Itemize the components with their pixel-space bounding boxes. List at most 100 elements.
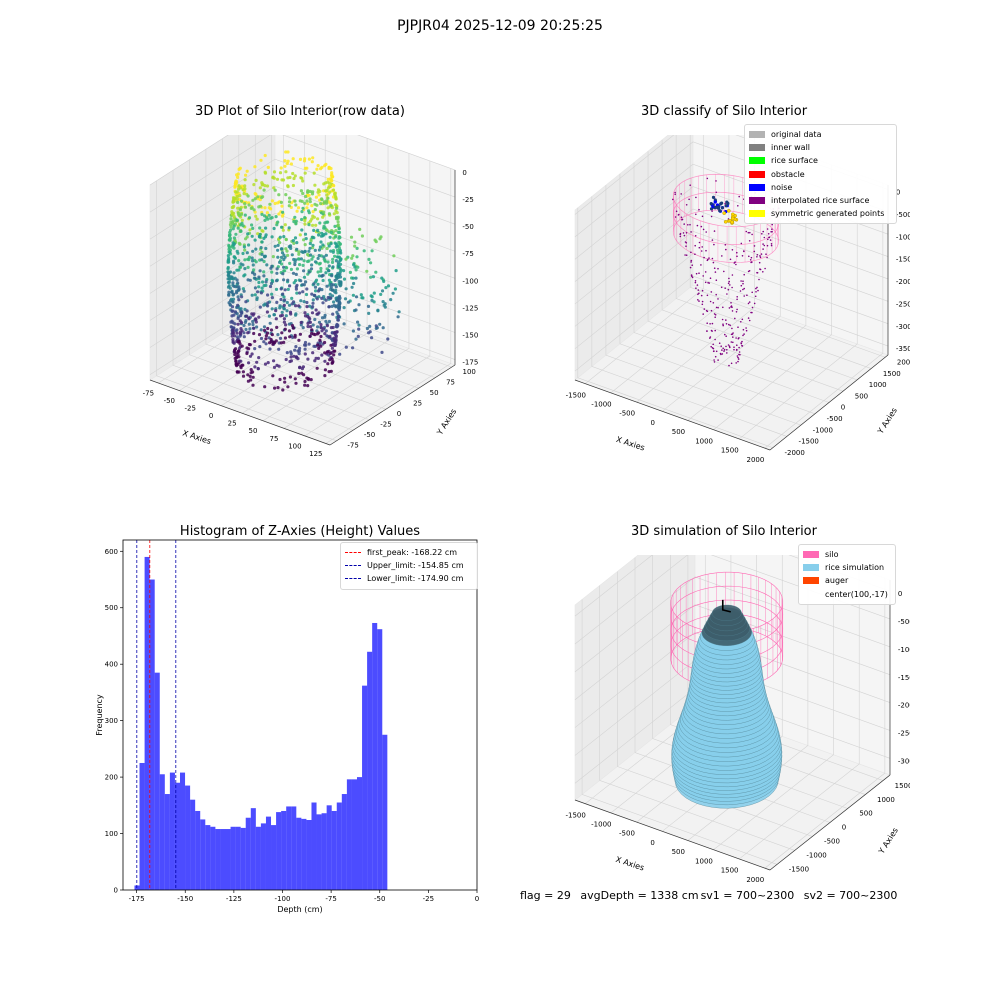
p1-scatter-point <box>291 183 295 188</box>
p1-scatter-point <box>320 165 324 169</box>
p1-scatter-point <box>302 259 306 263</box>
p1-scatter-point <box>246 232 250 236</box>
histogram-bar <box>260 823 266 890</box>
p1-scatter-point <box>244 314 248 318</box>
p2-interpolated-point <box>753 302 756 305</box>
p1-scatter-point <box>246 373 250 377</box>
p4-x-axis <box>574 799 771 871</box>
p2-silo-ring <box>672 209 779 263</box>
p2-z-tick-label: -1500 <box>896 256 910 264</box>
p1-y-grid <box>254 135 436 378</box>
p1-scatter-point <box>239 307 243 311</box>
p2-y-label: Y Axies <box>875 406 899 436</box>
p1-scatter-point <box>302 269 306 273</box>
p2-y-grid <box>661 139 858 381</box>
p1-scatter-point <box>325 284 329 288</box>
p1-scatter-point <box>276 333 280 337</box>
p2-interpolated-point <box>700 250 703 252</box>
p1-scatter-point <box>380 289 385 293</box>
p1-scatter-point <box>330 288 335 292</box>
p2-symmetric-point <box>726 209 731 213</box>
p1-scatter-point <box>240 218 244 222</box>
p1-scatter-point <box>366 304 371 308</box>
p1-scatter-point <box>314 223 318 227</box>
p1-scatter-point <box>338 249 342 253</box>
p1-scatter-point <box>248 327 252 331</box>
p1-scatter-point <box>308 200 312 204</box>
p1-scatter-point <box>242 289 246 293</box>
p1-scatter-point <box>250 352 254 356</box>
p1-scatter-point <box>311 305 315 309</box>
p1-scatter-point <box>256 195 260 199</box>
p2-x-grid <box>739 173 858 440</box>
p2-interpolated-point <box>759 256 762 259</box>
p1-scatter-point <box>254 193 258 197</box>
p1-scatter-point <box>285 249 289 253</box>
legend-swatch <box>803 564 819 572</box>
p1-scatter-point <box>248 374 252 378</box>
p1-scatter-point <box>330 346 334 350</box>
p1-scatter-point <box>336 318 340 322</box>
p1-z-tick-label: -175 <box>462 359 478 367</box>
p1-scatter-point <box>251 259 255 263</box>
p2-interpolated-point <box>698 246 701 249</box>
p2-interpolated-point <box>711 210 713 212</box>
p1-scatter-point <box>307 211 311 215</box>
p1-scatter-point <box>336 315 341 319</box>
p2-interpolated-point <box>758 261 761 264</box>
p1-scatter-point <box>272 170 277 174</box>
p2-interpolated-point <box>714 314 717 316</box>
p2-interpolated-point <box>769 239 772 241</box>
p2-interpolated-point <box>736 255 738 258</box>
p1-scatter-point <box>244 319 248 323</box>
p1-scatter-point <box>311 351 315 355</box>
p2-interpolated-point <box>717 267 719 270</box>
p2-interpolated-point <box>730 362 733 365</box>
p1-scatter-point <box>323 351 327 355</box>
p1-scatter-point <box>317 193 321 197</box>
p1-scatter-point <box>283 164 287 168</box>
p2-interpolated-point <box>690 231 692 233</box>
p1-scatter-point <box>317 320 322 324</box>
p2-interpolated-point <box>728 323 730 326</box>
p2-interpolated-point <box>751 291 753 294</box>
p1-scatter-point <box>303 232 308 236</box>
p1-scatter-point <box>327 181 331 185</box>
p1-scatter-point <box>299 320 303 325</box>
p1-scatter-point <box>303 311 307 315</box>
p1-scatter-point <box>282 278 286 282</box>
p1-scatter-point <box>231 297 236 301</box>
histogram-bar <box>190 799 196 890</box>
histogram-y-tick-label: 0 <box>114 887 118 895</box>
p2-interpolated-point <box>717 298 719 300</box>
p1-scatter-point <box>280 204 284 208</box>
p2-interpolated-point <box>674 193 676 196</box>
p2-interpolated-point <box>712 347 715 350</box>
p1-scatter-point <box>235 328 239 332</box>
p2-interpolated-point <box>767 238 769 241</box>
p1-scatter-point <box>283 376 287 380</box>
p1-scatter-point <box>277 212 281 216</box>
p1-scatter-point <box>238 265 243 269</box>
p1-scatter-point <box>317 295 321 299</box>
p1-scatter-point <box>312 215 316 219</box>
p1-scatter-point <box>356 265 360 269</box>
p1-scatter-point <box>343 297 348 301</box>
p1-scatter-point <box>237 355 241 359</box>
p1-scatter-point <box>353 244 357 248</box>
p2-noise-point <box>718 209 722 213</box>
p1-scatter-point <box>253 347 257 351</box>
p1-scatter-point <box>330 274 334 278</box>
p2-interpolated-point <box>742 280 744 282</box>
p1-y-tick-label: 50 <box>430 389 439 397</box>
p1-scatter-point <box>277 364 281 368</box>
histogram-bar <box>179 772 186 890</box>
p1-scatter-point <box>380 350 384 354</box>
p1-scatter-point <box>339 281 343 285</box>
p1-scatter-point <box>283 269 287 273</box>
p1-scatter-point <box>310 263 314 267</box>
p1-y-label: Y Axies <box>435 407 459 437</box>
p1-scatter-point <box>310 311 315 315</box>
p1-y-grid <box>222 138 403 399</box>
p2-interpolated-point <box>736 308 738 311</box>
